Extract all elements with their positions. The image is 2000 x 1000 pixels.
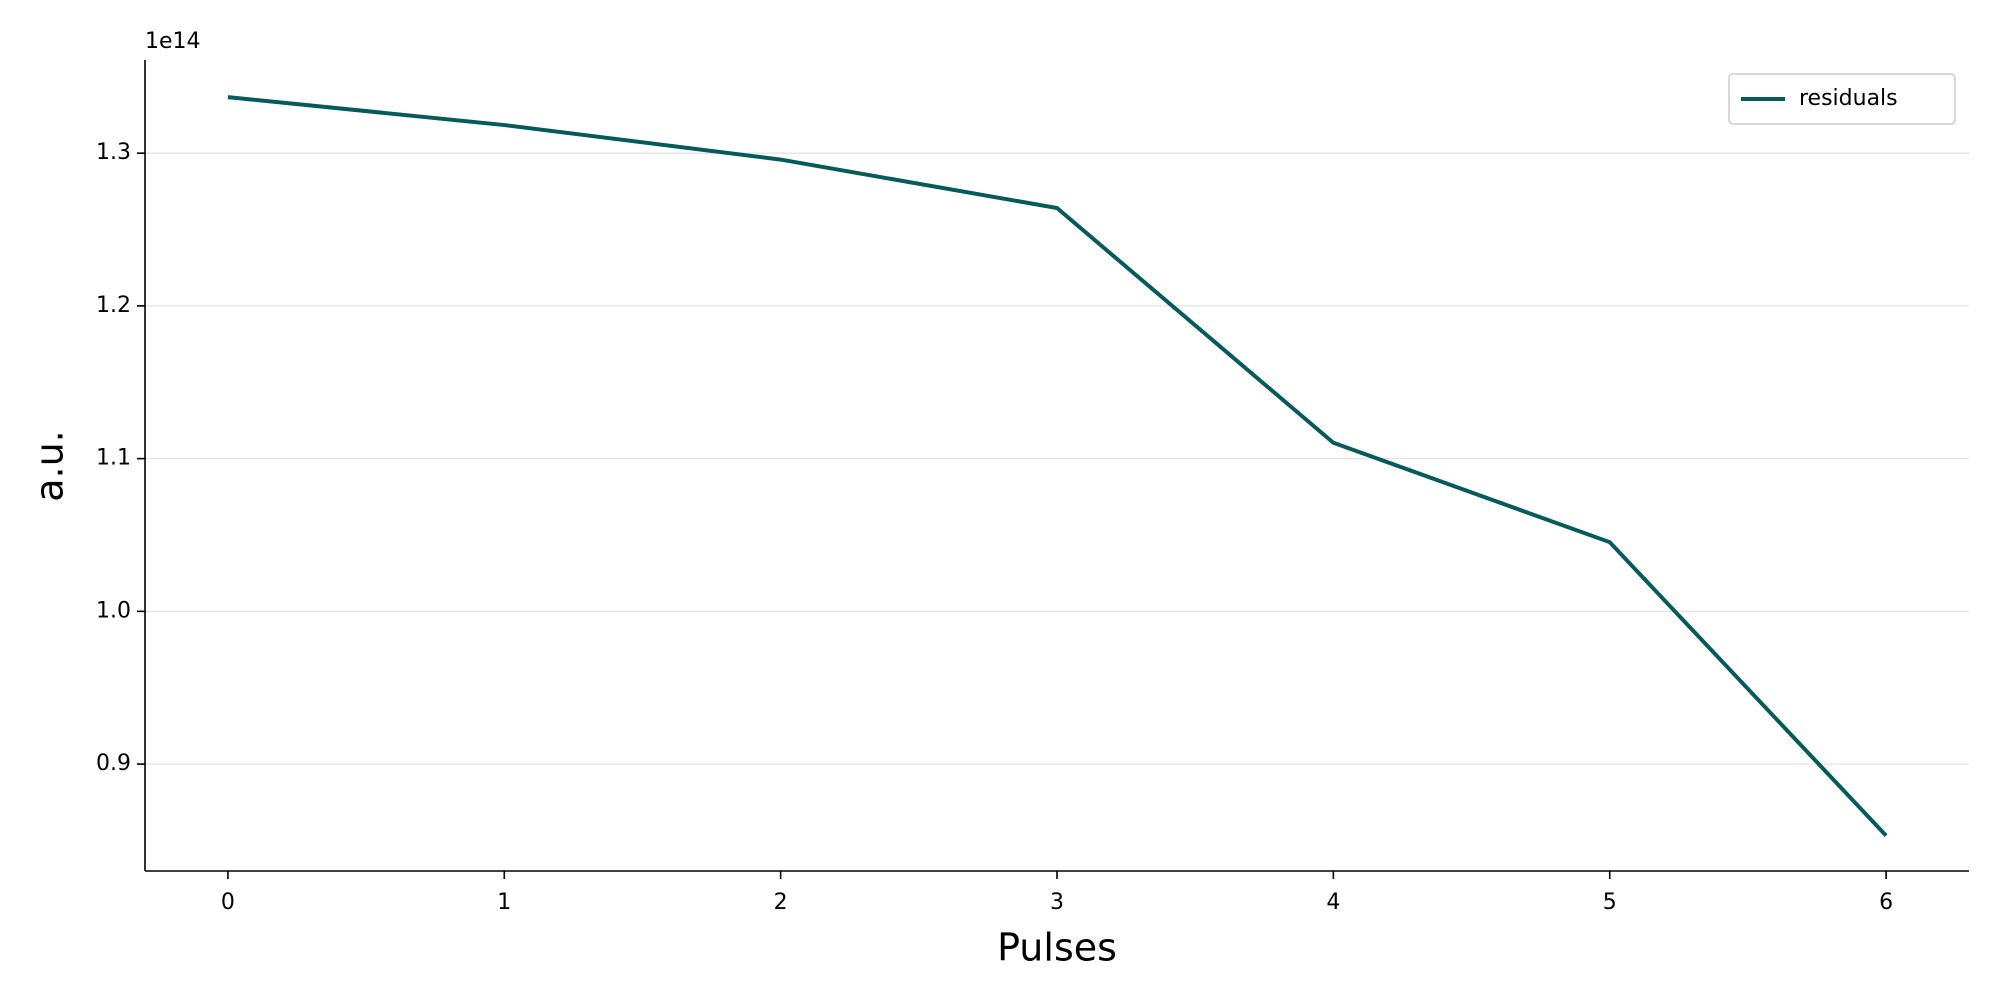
x-tick-label: 2: [774, 890, 788, 915]
x-tick-label: 6: [1879, 890, 1893, 915]
y-tick-label: 1.1: [96, 446, 131, 471]
y-tick-label: 1.3: [96, 140, 131, 165]
x-tick-label: 3: [1050, 890, 1064, 915]
y-offset-label: 1e14: [145, 29, 201, 54]
y-tick-label: 0.9: [96, 751, 131, 776]
y-tick-label: 1.2: [96, 293, 131, 318]
x-tick-label: 1: [497, 890, 511, 915]
line: [227, 95, 1888, 837]
legend-label: residuals: [1799, 86, 1898, 111]
legend-box: [1728, 73, 1956, 125]
x-tick-label: 4: [1326, 890, 1340, 915]
x-tick-label: 5: [1603, 890, 1617, 915]
x-axis-label: Pulses: [997, 926, 1117, 970]
y-tick-label: 1.0: [96, 598, 131, 623]
x-tick-label: 0: [221, 890, 235, 915]
y-axis-label: a.u.: [28, 430, 72, 502]
